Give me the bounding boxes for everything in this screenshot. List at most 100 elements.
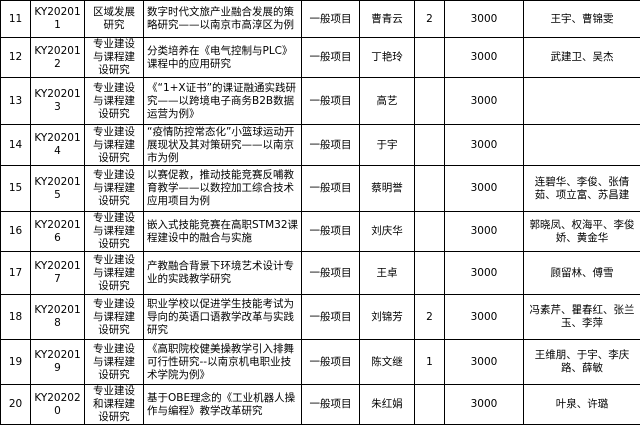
research-field: 专业建设与课程建设研究 [84, 165, 144, 212]
row-number: 17 [0, 251, 31, 295]
project-type: 一般项目 [301, 339, 360, 385]
count [414, 211, 445, 252]
leader: 王卓 [359, 251, 415, 295]
project-type: 一般项目 [301, 165, 360, 212]
members [523, 124, 640, 166]
project-title: 分类培养在《电气控制与PLC》课程中的应用研究 [143, 37, 302, 78]
row-number: 20 [0, 384, 31, 425]
leader: 曹青云 [359, 0, 415, 38]
project-type: 一般项目 [301, 384, 360, 425]
table-row: 13 KY202013 专业建设与课程建设研究 《“1+X证书”的课证融通实践研究——… [0, 77, 640, 125]
project-type: 一般项目 [301, 211, 360, 252]
project-code: KY202015 [30, 165, 85, 212]
research-field: 专业建设与课程建设研究 [84, 77, 144, 125]
project-title: 以赛促教，推动技能竞赛反哺教育教学——以数控加工综合技术应用项目为例 [143, 165, 302, 212]
count [414, 37, 445, 78]
row-number: 19 [0, 339, 31, 385]
research-field: 专业建设与课程建设研究 [84, 251, 144, 295]
research-field: 专业建设与课程建设研究 [84, 211, 144, 252]
funding: 3000 [444, 251, 524, 295]
table-row: 15 KY202015 专业建设与课程建设研究 以赛促教，推动技能竞赛反哺教育教学——… [0, 165, 640, 212]
count [414, 124, 445, 166]
table-row: 14 KY202014 专业建设与课程建设研究 “疫情防控常态化”小篮球运动开展现状及… [0, 124, 640, 166]
table-row: 19 KY202019 专业建设与课程建设研究 《高职院校健美操教学引入排舞可行性研究… [0, 339, 640, 385]
leader: 于宇 [359, 124, 415, 166]
table-row: 11 KY202011 区域发展研究 数字时代文旅产业融合发展的策略研究——以南京市高… [0, 0, 640, 38]
members: 武建卫、吴杰 [523, 37, 640, 78]
funding: 3000 [444, 77, 524, 125]
project-type: 一般项目 [301, 77, 360, 125]
count: 2 [414, 0, 445, 38]
row-number: 13 [0, 77, 31, 125]
project-title: 产教融合背景下环境艺术设计专业的实践教学研究 [143, 251, 302, 295]
count [414, 77, 445, 125]
project-title: 《“1+X证书”的课证融通实践研究——以跨境电子商务B2B数据运营为例》 [143, 77, 302, 125]
count: 1 [414, 339, 445, 385]
project-code: KY202016 [30, 211, 85, 252]
project-title: 职业学校以促进学生技能考试为导向的英语口语教学改革与实践研究 [143, 294, 302, 340]
project-code: KY202012 [30, 37, 85, 78]
research-field: 专业建设和课程建设研究 [84, 384, 144, 425]
members: 连碧华、李俊、张倩茹、项立富、苏昌建 [523, 165, 640, 212]
count [414, 251, 445, 295]
row-number: 15 [0, 165, 31, 212]
row-number: 14 [0, 124, 31, 166]
funding: 3000 [444, 165, 524, 212]
funding: 3000 [444, 0, 524, 38]
row-number: 12 [0, 37, 31, 78]
research-field: 专业建设与课程建设研究 [84, 294, 144, 340]
project-type: 一般项目 [301, 251, 360, 295]
funding: 3000 [444, 211, 524, 252]
table-row: 20 KY202020 专业建设和课程建设研究 基于OBE理念的《工业机器人操作与编程… [0, 384, 640, 425]
row-number: 11 [0, 0, 31, 38]
members: 王宇、曹锦雯 [523, 0, 640, 38]
leader: 刘锦芳 [359, 294, 415, 340]
research-field: 区域发展研究 [84, 0, 144, 38]
project-title: 数字时代文旅产业融合发展的策略研究——以南京市高淳区为例 [143, 0, 302, 38]
leader: 高艺 [359, 77, 415, 125]
table-row: 18 KY202018 专业建设与课程建设研究 职业学校以促进学生技能考试为导向的英语… [0, 294, 640, 340]
members: 冯素芹、瞿春红、张兰玉、李萍 [523, 294, 640, 340]
project-type: 一般项目 [301, 37, 360, 78]
research-field: 专业建设与课程建设研究 [84, 37, 144, 78]
research-field: 专业建设与课程建设研究 [84, 339, 144, 385]
project-type: 一般项目 [301, 294, 360, 340]
project-code: KY202019 [30, 339, 85, 385]
members: 顾留林、傅雪 [523, 251, 640, 295]
leader: 丁艳玲 [359, 37, 415, 78]
count: 2 [414, 294, 445, 340]
project-title: “疫情防控常态化”小篮球运动开展现状及其对策研究——以南京市为例 [143, 124, 302, 166]
project-code: KY202017 [30, 251, 85, 295]
table-row: 16 KY202016 专业建设与课程建设研究 嵌入式技能竞赛在高职STM32课程建设… [0, 211, 640, 252]
members: 叶泉、许璐 [523, 384, 640, 425]
project-code: KY202013 [30, 77, 85, 125]
project-type: 一般项目 [301, 124, 360, 166]
funding: 3000 [444, 37, 524, 78]
funding: 3000 [444, 339, 524, 385]
project-code: KY202014 [30, 124, 85, 166]
project-title: 《高职院校健美操教学引入排舞可行性研究--以南京机电职业技术学院为例》 [143, 339, 302, 385]
project-type: 一般项目 [301, 0, 360, 38]
funding: 3000 [444, 384, 524, 425]
research-field: 专业建设与课程建设研究 [84, 124, 144, 166]
project-code: KY202020 [30, 384, 85, 425]
project-title: 嵌入式技能竞赛在高职STM32课程建设中的融合与实施 [143, 211, 302, 252]
members [523, 77, 640, 125]
project-code: KY202011 [30, 0, 85, 38]
row-number: 18 [0, 294, 31, 340]
row-number: 16 [0, 211, 31, 252]
table-row: 17 KY202017 专业建设与课程建设研究 产教融合背景下环境艺术设计专业的实践教… [0, 251, 640, 295]
members: 王维朋、于宇、李庆路、薛敏 [523, 339, 640, 385]
table-row: 12 KY202012 专业建设与课程建设研究 分类培养在《电气控制与PLC》课程中的… [0, 37, 640, 78]
project-code: KY202018 [30, 294, 85, 340]
count [414, 384, 445, 425]
leader: 陈文继 [359, 339, 415, 385]
leader: 刘庆华 [359, 211, 415, 252]
project-title: 基于OBE理念的《工业机器人操作与编程》教学改革研究 [143, 384, 302, 425]
leader: 朱红娟 [359, 384, 415, 425]
leader: 蔡明誉 [359, 165, 415, 212]
funding: 3000 [444, 294, 524, 340]
